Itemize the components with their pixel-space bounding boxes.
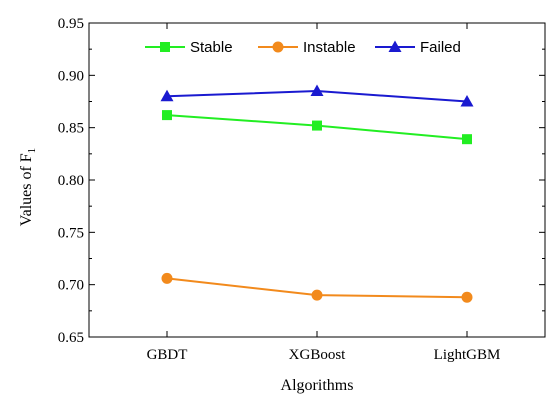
data-point-stable xyxy=(312,120,322,131)
y-axis-title: Values of F1 xyxy=(18,148,38,226)
y-tick-label: 0.80 xyxy=(58,173,84,189)
y-tick-label: 0.95 xyxy=(58,16,84,32)
x-tick-label: GBDT xyxy=(147,347,188,363)
data-point-failed xyxy=(160,89,174,102)
data-point-stable xyxy=(162,110,172,121)
y-axis-title-subscript: 1 xyxy=(26,148,38,154)
x-axis-title: Algorithms xyxy=(281,377,354,394)
y-tick-label: 0.90 xyxy=(58,68,84,84)
data-point-failed xyxy=(310,84,324,97)
x-tick-label: XGBoost xyxy=(289,347,347,363)
legend-label-failed: Failed xyxy=(420,39,461,56)
data-point-instable xyxy=(311,289,323,301)
legend-label-instable: Instable xyxy=(303,39,356,56)
legend: Stable Instable Failed xyxy=(145,39,461,56)
legend-marker-instable xyxy=(272,41,284,53)
series-stable xyxy=(162,110,472,145)
series-failed xyxy=(160,84,474,107)
legend-label-stable: Stable xyxy=(190,39,233,56)
data-point-instable xyxy=(161,272,173,284)
plot-area: 0.65 0.70 0.75 0.80 0.85 0.90 0.95 GBDT XGBoost L… xyxy=(58,16,546,363)
data-point-failed xyxy=(460,95,474,107)
legend-marker-failed xyxy=(388,40,402,52)
y-axis-title-main: Values of F xyxy=(18,153,35,226)
data-point-stable xyxy=(462,134,472,145)
y-tick-label: 0.65 xyxy=(58,330,84,346)
y-tick-label: 0.70 xyxy=(58,278,84,294)
y-tick-label: 0.75 xyxy=(58,225,84,241)
y-tick-label: 0.85 xyxy=(58,121,84,137)
x-tick-label: LightGBM xyxy=(434,347,501,363)
legend-marker-stable xyxy=(160,42,170,52)
data-point-instable xyxy=(461,291,473,303)
series-instable xyxy=(161,272,473,303)
